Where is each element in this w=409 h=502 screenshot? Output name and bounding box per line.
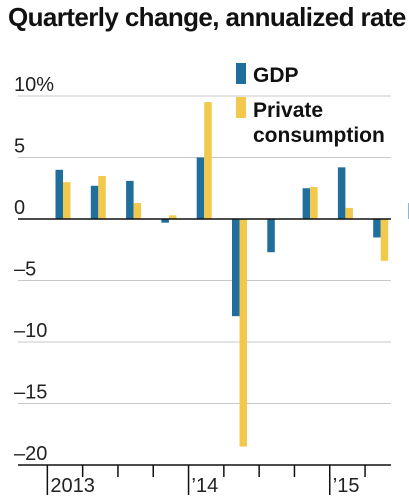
legend-swatch-gdp [236,63,246,84]
bar-private-consumption [239,219,247,447]
y-tick-label: 0 [14,197,25,219]
bar-gdp [90,185,99,219]
axis-layer: 2013 ’14 ’15 [18,218,391,497]
x-tick-label: ’15 [333,475,360,497]
bar-gdp [232,219,240,317]
y-tick-label: 10% [14,74,54,96]
legend-swatch-private-consumption [236,97,246,118]
legend-label-gdp: GDP [253,64,299,87]
bar-private-consumption [380,219,389,261]
bar-private-consumption [204,102,212,219]
bar-gdp [267,219,275,253]
chart-title: Quarterly change, annualized rate [8,2,406,32]
bar-private-consumption [310,187,318,219]
bar-gdp [302,188,311,219]
x-tick-label: 2013 [50,475,95,497]
bar-gdp [337,167,346,219]
grid-layer: 10% 5 0 –5 –10 –15 –20 [14,74,391,466]
y-tick-label: –20 [14,443,47,465]
y-tick-label: –10 [14,320,47,342]
legend: GDP Private consumption [236,63,385,147]
bar-private-consumption [345,207,353,219]
bar-private-consumption [63,182,71,219]
x-tick-label: ’14 [192,475,219,497]
bar-layer [55,102,409,447]
bar-private-consumption [133,203,142,219]
bar-gdp [373,219,381,238]
bar-gdp [161,219,169,223]
y-tick-label: –5 [14,259,36,281]
bar-gdp [196,157,205,219]
bar-private-consumption [168,215,177,219]
bar-gdp [55,169,63,219]
legend-label-private-consumption: Private consumption [253,99,385,147]
y-tick-label: –15 [14,382,47,404]
bar-gdp [126,180,134,219]
bar-private-consumption [98,175,106,219]
y-tick-label: 5 [14,136,25,158]
